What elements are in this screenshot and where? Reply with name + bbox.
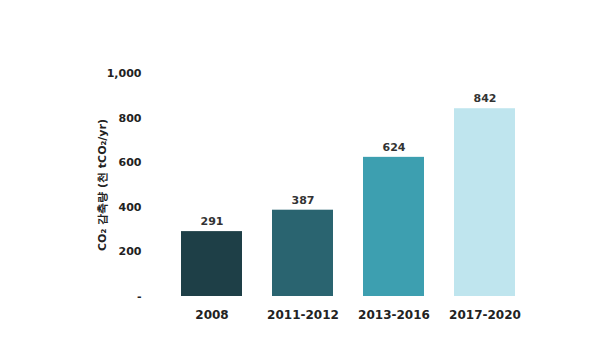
svg-text:800: 800: [119, 112, 142, 125]
svg-text:624: 624: [383, 141, 406, 154]
svg-text:387: 387: [292, 194, 315, 207]
svg-text:200: 200: [119, 245, 142, 258]
svg-text:291: 291: [201, 215, 224, 228]
svg-text:400: 400: [119, 201, 142, 214]
svg-text:-: -: [137, 290, 142, 303]
svg-text:CO₂ 감축량 (천 tCO₂/yr): CO₂ 감축량 (천 tCO₂/yr): [96, 119, 109, 251]
svg-text:1,000: 1,000: [107, 67, 142, 80]
svg-text:600: 600: [119, 156, 142, 169]
svg-text:2008: 2008: [195, 308, 228, 322]
svg-text:842: 842: [474, 92, 497, 105]
svg-text:2017-2020: 2017-2020: [449, 308, 521, 322]
svg-text:2013-2016: 2013-2016: [358, 308, 430, 322]
svg-text:2011-2012: 2011-2012: [267, 308, 339, 322]
